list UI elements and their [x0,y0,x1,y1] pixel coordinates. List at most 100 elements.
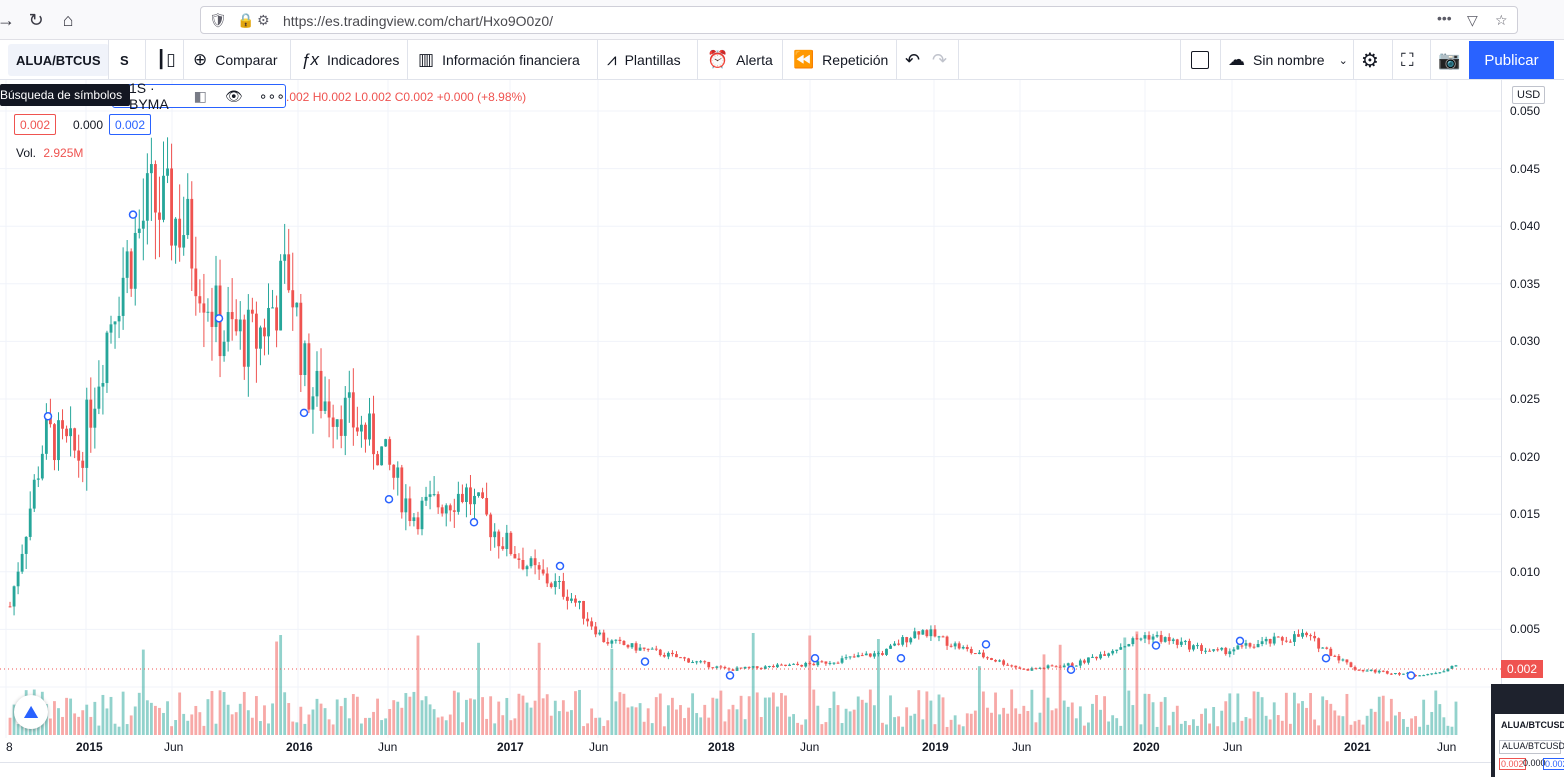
shield-icon: 🛡 [209,12,227,28]
fullscreen-square-button[interactable] [1191,40,1209,80]
volume-bar [1139,724,1143,735]
volume-bar [61,716,64,735]
candle-body [820,661,824,663]
cloud-icon: ☁ [1228,50,1245,69]
candle-style-button[interactable]: ┃▯ [156,40,184,80]
candle-body [792,663,795,665]
volume-bar [57,708,60,735]
volume-bar [420,700,424,735]
pocket-icon[interactable]: ▽ [1467,12,1478,28]
candle-body [299,302,303,375]
settings-gear-icon[interactable]: ⚙ [1361,49,1379,72]
candle-body [671,652,674,655]
ohlc-values: .002 H0.002 L0.002 C0.002 +0.000 (+8.98%… [286,90,527,104]
volume-bar [812,689,816,735]
volume-bar [1187,725,1191,735]
volume-bar [250,717,254,735]
tradingview-logo-icon[interactable]: ⛰ [14,695,48,729]
candle-body [973,653,977,655]
volume-bar [351,694,355,735]
candle-body [683,657,686,659]
candle-body [1244,643,1248,646]
candle-body [1301,632,1304,637]
home-icon[interactable]: ⌂ [62,9,74,30]
volume-bar [957,724,961,735]
eye-icon[interactable]: 👁 [224,87,243,104]
redo-icon[interactable]: ↷ [932,49,948,70]
price-axis[interactable]: 0.050 0.045 0.040 0.035 0.030 0.025 0.020 0.015… [1501,80,1564,740]
publish-button[interactable]: Publicar [1469,41,1554,79]
volume-bar [650,723,654,735]
candle-body [254,313,258,349]
candle-body [234,319,238,332]
candle-body [1293,634,1296,642]
currency-badge[interactable]: USD [1512,86,1546,104]
volume-bar [1167,725,1171,735]
fullscreen-icon[interactable]: ⛶ [1401,49,1414,70]
candle-body [626,644,630,648]
legend-symbol[interactable]: 1S · BYMA ◧ 👁 ∘∘∘ [112,80,286,112]
flag-icon[interactable]: ◧ [193,87,207,104]
volume-bar [889,695,892,735]
candle-body [1078,660,1082,666]
candle-body [1305,632,1308,636]
alert-button[interactable]: ⏰ Alerta [707,40,773,80]
candle-body [1155,635,1159,637]
camera-icon[interactable]: 📷 [1438,49,1461,70]
address-bar[interactable]: 🛡 🔒 ⚙ https://es.tradingview.com/chart/H… [200,6,1518,34]
candle-body [594,626,598,635]
volume-bar [1147,693,1151,735]
volume-bar [582,726,585,735]
volume-bar [905,707,909,735]
financials-button[interactable]: ▥ Información financiera [418,40,580,80]
volume-bar [1002,707,1006,735]
buy-price-chip[interactable]: 0.002 [109,114,152,135]
time-axis[interactable]: 8 2015 Jun 2016 Jun 2017 Jun 2018 Jun 2019 Jun 2020… [0,738,1501,762]
mini-chart-content: ALUA/BTCUSD ALUA/BTCUSD 0.002 0.000 0.00… [1495,714,1564,777]
symbol-search-button[interactable]: ALUA/BTCUS [8,44,109,76]
back-arrow-icon[interactable]: → [0,9,15,30]
undo-icon[interactable]: ↶ [905,49,921,70]
volume-bar [868,689,872,735]
candle-body [1389,673,1393,675]
volume-bar [687,707,690,735]
compare-button[interactable]: ⊕ Comparar [193,40,278,80]
reload-icon[interactable]: ↻ [28,9,44,30]
volume-bar [998,714,1001,735]
price-chart[interactable] [0,80,1501,738]
volume-bar [1074,718,1078,735]
candle-body [202,303,206,313]
candle-body [8,606,12,608]
volume-bar [1018,713,1022,735]
candle-body [1256,644,1260,648]
volume-bar [553,700,557,735]
candle-body [65,428,68,437]
volume-bar [1377,696,1381,735]
layout-name-button[interactable]: ☁ Sin nombre ⌄ [1228,40,1348,80]
interval-button[interactable]: S [120,52,129,68]
indicators-button[interactable]: ƒx Indicadores [301,40,399,80]
volume-bar [1256,691,1260,735]
replay-button[interactable]: ⏪ Repetición [793,40,888,80]
candle-body [1438,672,1442,674]
bookmark-star-icon[interactable]: ☆ [1495,12,1508,28]
candle-body [158,212,161,220]
volume-bar [234,712,238,735]
candle-body [1103,654,1107,656]
sell-price-chip[interactable]: 0.002 [14,114,57,135]
candle-body [436,494,440,508]
volume-bar [933,724,937,735]
candle-body [521,559,525,570]
templates-button[interactable]: ⩘ Plantillas [607,40,681,80]
volume-bar [1022,705,1026,735]
volume-bar [1333,710,1337,735]
more-dots-icon[interactable]: ∘∘∘ [258,87,285,104]
event-marker [555,561,565,571]
volume-bar [780,693,783,735]
page-actions-menu[interactable]: ••• [1437,10,1452,26]
volume-bar [89,716,93,735]
candle-body [986,657,989,659]
volume-bar [840,723,844,735]
candle-body [149,164,153,174]
volume-bar [384,718,388,735]
